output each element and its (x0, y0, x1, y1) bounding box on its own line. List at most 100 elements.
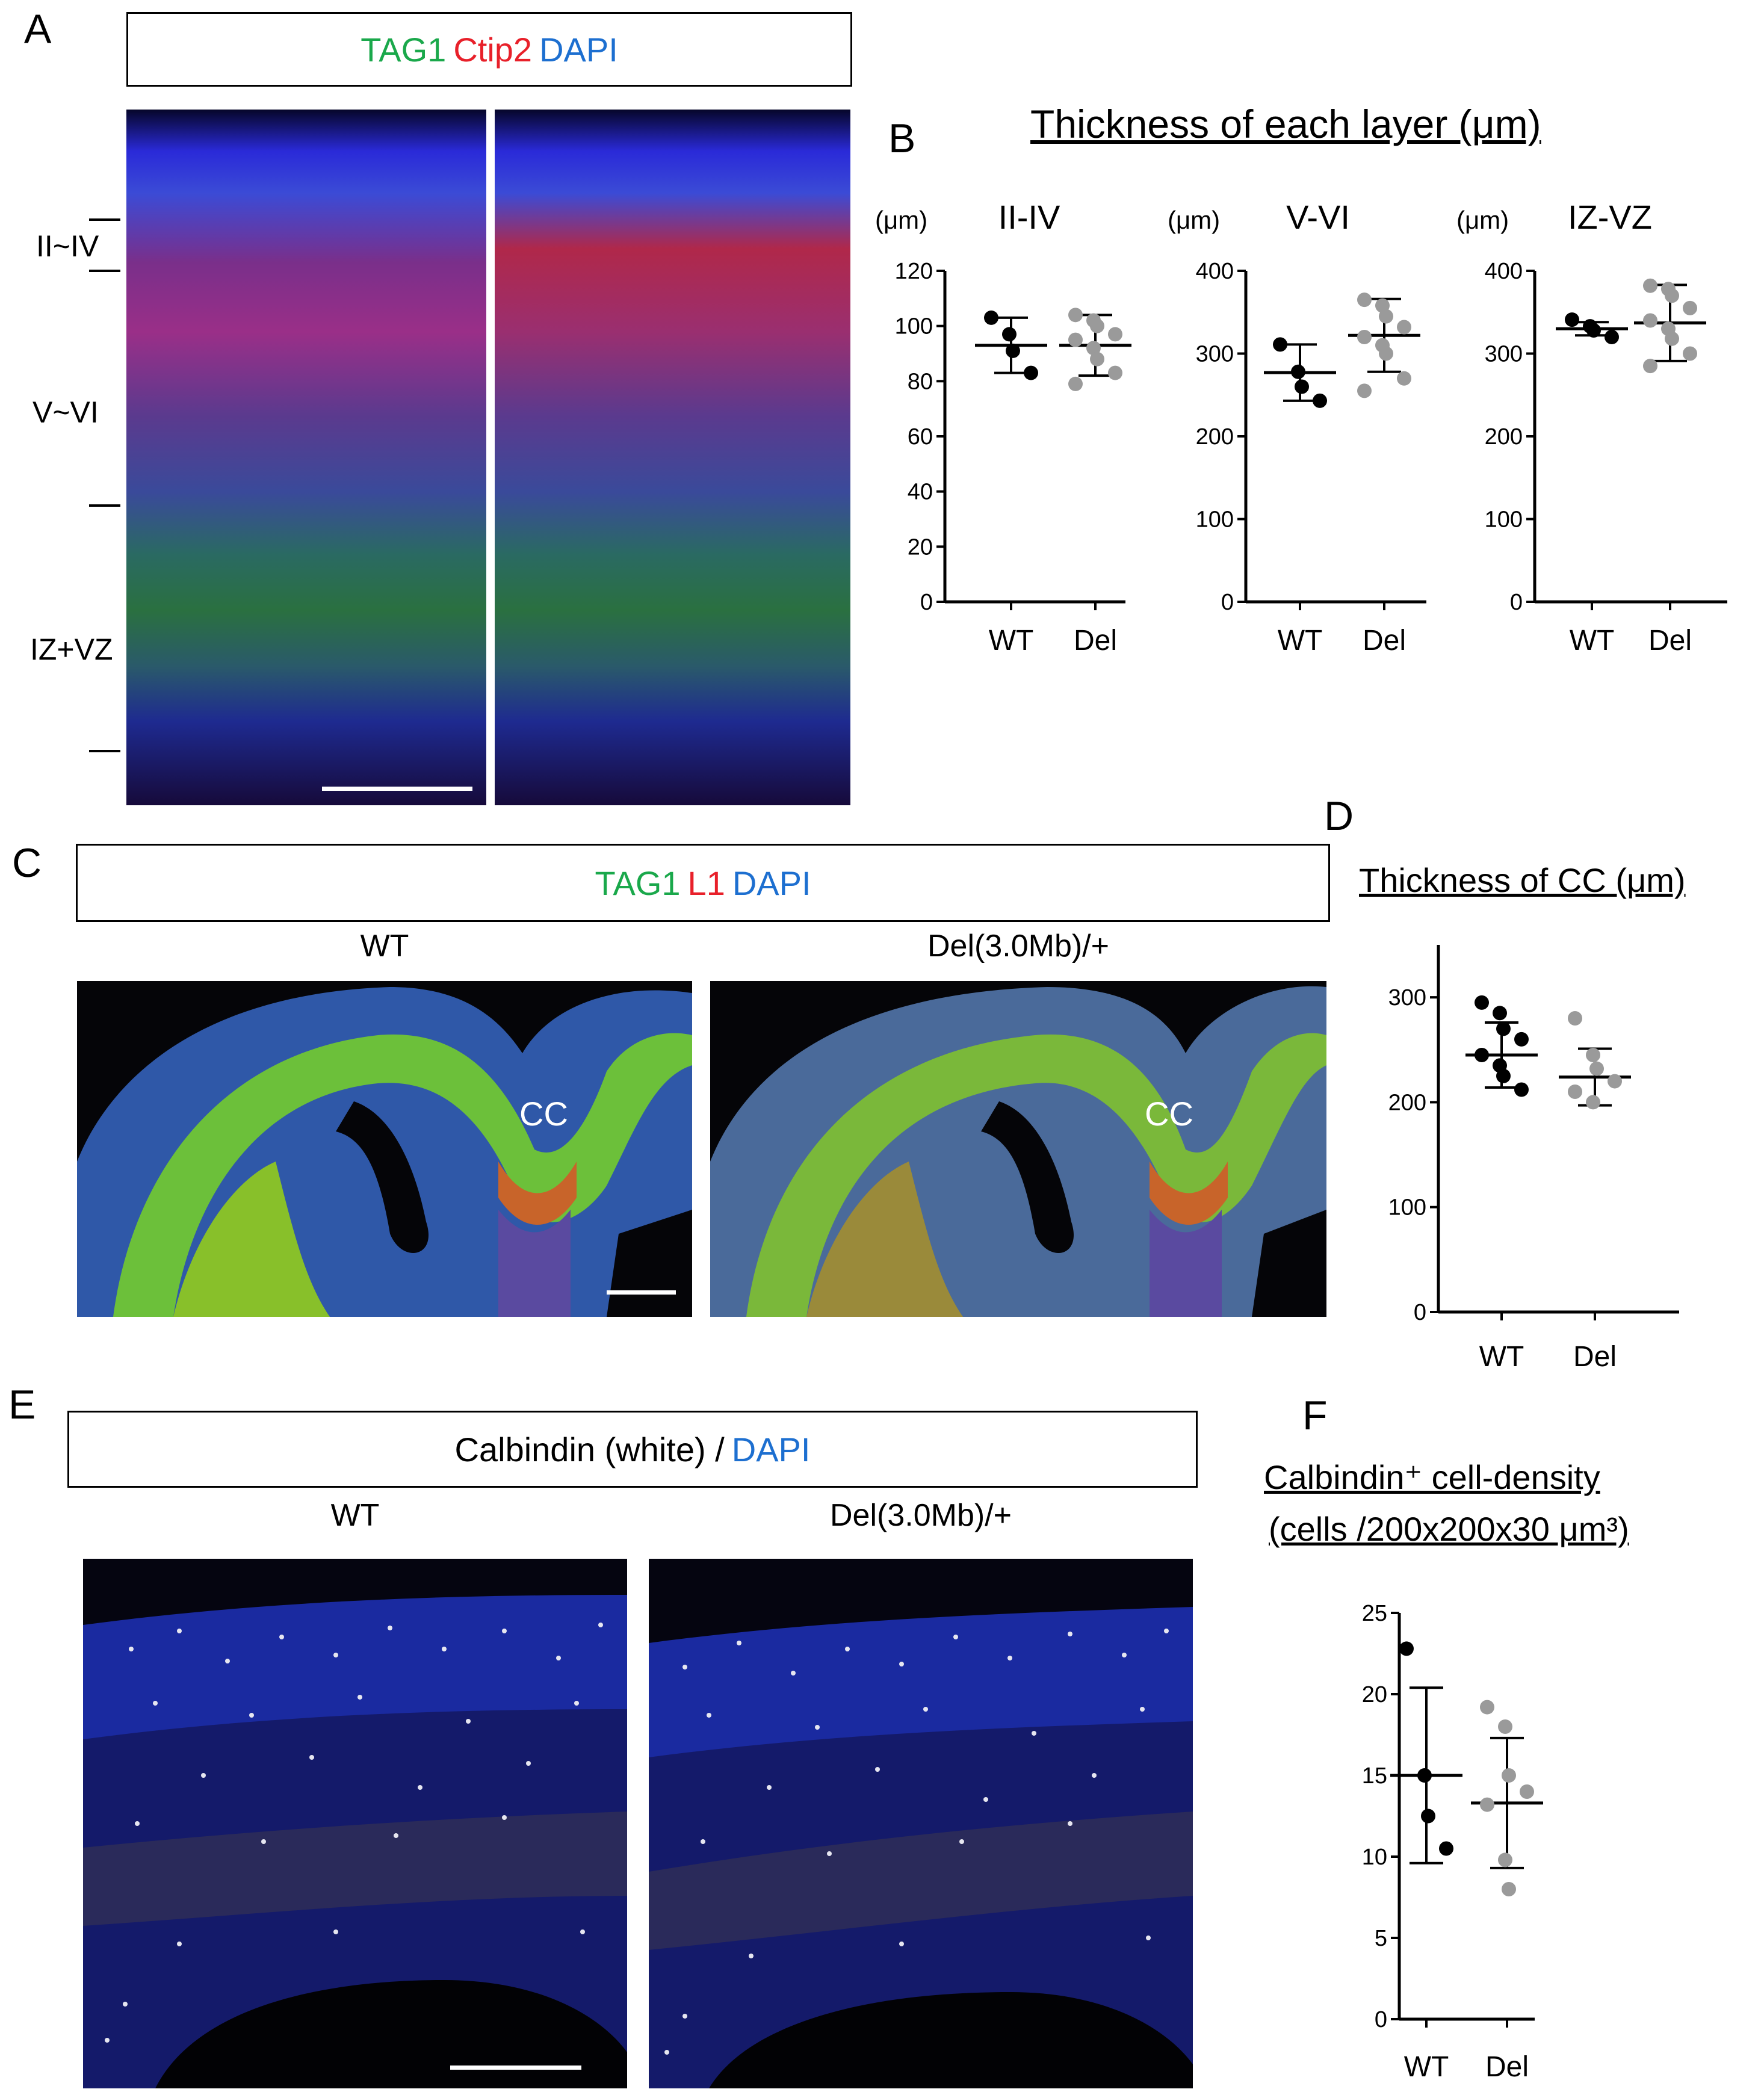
data-point (1068, 376, 1083, 391)
layer-label-ii-iv: II~IV (36, 229, 99, 263)
chart-title: IZ-VZ (1568, 198, 1652, 236)
data-point (1643, 359, 1657, 374)
y-tick-label: 300 (1196, 342, 1234, 367)
x-tick-label: WT (1404, 2051, 1449, 2083)
y-tick-label: 100 (1196, 507, 1234, 533)
layer-label-v-vi: V~VI (32, 395, 99, 429)
y-tick-label: 100 (1388, 1195, 1426, 1221)
calbindin-cells-wt (105, 1623, 603, 2043)
image-label-e-del: Del(3.0Mb)/+ (830, 1498, 1012, 1533)
data-point (1643, 278, 1657, 293)
data-point (1379, 346, 1393, 361)
y-tick-label: 20 (1362, 1682, 1387, 1707)
panel-letter-a: A (24, 6, 52, 52)
data-point (1439, 1841, 1453, 1856)
y-tick-label: 400 (1196, 259, 1234, 284)
legend-a-dapi: DAPI (539, 30, 618, 69)
x-tick-label: WT (1278, 625, 1323, 657)
data-point (1643, 313, 1657, 328)
data-point (1108, 327, 1122, 342)
data-point (1002, 327, 1017, 342)
y-tick-label: 0 (1375, 2007, 1387, 2032)
data-point (1397, 371, 1411, 386)
data-point (1480, 1797, 1494, 1812)
data-point (1357, 292, 1372, 308)
data-point (1108, 365, 1122, 380)
y-tick-label: 100 (895, 314, 933, 339)
y-tick-label: 5 (1375, 1926, 1387, 1951)
x-tick-label: Del (1648, 625, 1692, 657)
panel-letter-c: C (12, 840, 42, 886)
legend-e-dapi: DAPI (731, 1430, 811, 1468)
data-point (1024, 365, 1038, 380)
data-point (1295, 379, 1309, 394)
y-tick-label: 200 (1388, 1090, 1426, 1115)
x-tick-label: WT (989, 625, 1034, 657)
image-label-c-del: Del(3.0Mb)/+ (927, 929, 1109, 964)
y-axis-unit: (μm) (875, 206, 927, 234)
panel-f-title-line1: Calbindin⁺ cell-density (1264, 1458, 1600, 1496)
data-point (1068, 332, 1083, 347)
data-point (984, 310, 998, 325)
legend-c-l1: L1 (687, 864, 725, 902)
data-point (1379, 309, 1393, 324)
scale-bar-e (450, 2066, 581, 2070)
data-point (1502, 1882, 1516, 1896)
panel-b-title: Thickness of each layer (μm) (1030, 102, 1541, 146)
y-tick-label: 40 (908, 480, 933, 505)
data-point (1399, 1641, 1414, 1656)
y-tick-label: 0 (1221, 590, 1234, 615)
y-tick-label: 200 (1196, 424, 1234, 450)
data-point (1291, 364, 1305, 379)
y-tick-label: 25 (1362, 1601, 1387, 1626)
data-point (1090, 351, 1104, 367)
data-point (1586, 1095, 1600, 1110)
scale-bar-c (607, 1290, 676, 1295)
data-point (1498, 1719, 1512, 1734)
data-point (1586, 1048, 1600, 1062)
data-point (1586, 323, 1601, 338)
micrograph-a-del (495, 110, 850, 805)
image-label-c-wt: WT (360, 929, 409, 964)
data-point (1514, 1082, 1529, 1097)
x-tick-label: Del (1573, 1341, 1617, 1373)
data-point (1665, 288, 1679, 303)
legend-e: Calbindin (white) / DAPI (67, 1411, 1198, 1488)
legend-a-ctip2: Ctip2 (453, 30, 533, 69)
legend-a: TAG1 Ctip2 DAPI (126, 12, 852, 87)
data-point (1665, 331, 1679, 346)
data-point (1502, 1768, 1516, 1783)
data-point (1090, 318, 1104, 333)
y-tick-label: 10 (1362, 1845, 1387, 1870)
y-axis-unit: (μm) (1168, 206, 1220, 234)
data-point (1496, 1068, 1511, 1083)
x-tick-label: WT (1479, 1341, 1524, 1373)
data-point (1068, 308, 1083, 323)
micrograph-e-wt (83, 1559, 627, 2088)
chart-d: 0 100 200 300 WT Del (1388, 945, 1679, 1373)
legend-a-tag1: TAG1 (361, 30, 447, 69)
y-tick-label: 80 (908, 369, 933, 394)
chart-b-v-vi: V-VI (μm) 0 100 200 300 400 WT Del (1168, 198, 1426, 657)
y-tick-label: 200 (1485, 424, 1523, 450)
y-tick-label: 60 (908, 424, 933, 450)
cc-label-del: CC (1145, 1095, 1193, 1133)
layer-boundary-mark (89, 504, 120, 507)
data-point (1273, 337, 1287, 352)
micrograph-a-wt (126, 110, 486, 805)
y-axis-unit: (μm) (1456, 206, 1509, 234)
data-point (1496, 1021, 1511, 1036)
y-tick-label: 15 (1362, 1763, 1387, 1789)
data-point (1421, 1809, 1435, 1824)
data-point (1568, 1011, 1582, 1026)
layer-boundary-mark (89, 750, 120, 752)
data-point (1608, 1074, 1622, 1089)
panel-letter-f: F (1302, 1393, 1328, 1438)
data-point (1475, 995, 1489, 1010)
chart-b-iz-vz: IZ-VZ (μm) 0 100 200 300 400 WT Del (1456, 198, 1727, 657)
data-point (1357, 330, 1372, 344)
layer-boundary-mark (89, 218, 120, 221)
y-tick-label: 20 (908, 534, 933, 560)
layer-boundary-mark (89, 270, 120, 272)
layer-label-iz-vz: IZ+VZ (30, 633, 113, 666)
